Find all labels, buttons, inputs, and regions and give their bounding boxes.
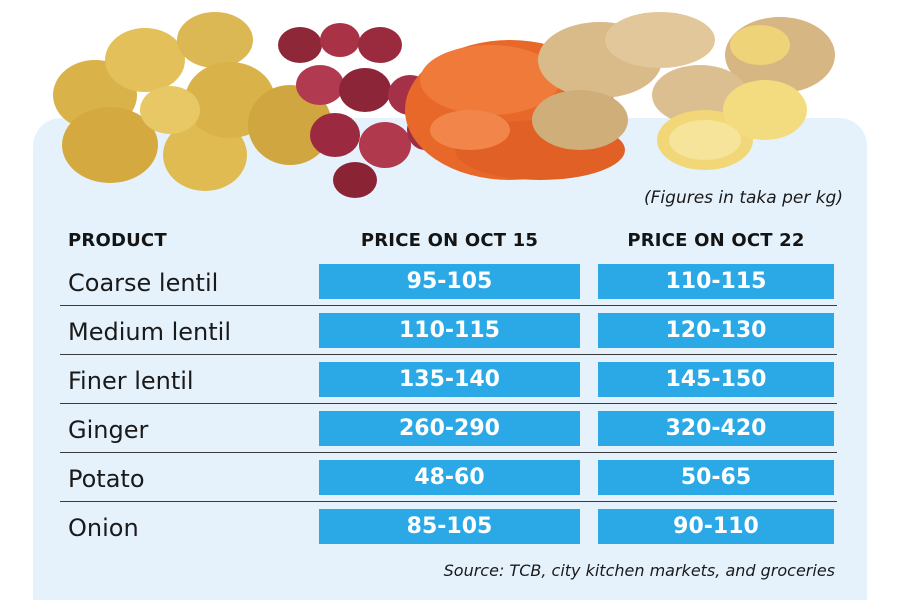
price-oct15-cell: 95-105 [319,264,580,299]
row-divider [60,501,837,502]
price-oct22-cell: 90-110 [598,509,834,544]
price-oct15-cell: 260-290 [319,411,580,446]
product-name: Finer lentil [68,367,194,395]
price-oct15-cell: 135-140 [319,362,580,397]
table-row: Finer lentil 135-140 145-150 [60,360,837,409]
units-note: (Figures in taka per kg) [644,188,843,208]
row-divider [60,354,837,355]
price-oct22-cell: 120-130 [598,313,834,348]
ginger-image [532,12,835,170]
price-oct22-cell: 145-150 [598,362,834,397]
row-divider [60,305,837,306]
row-divider [60,403,837,404]
price-oct15-cell: 110-115 [319,313,580,348]
produce-illustration [53,12,835,198]
price-oct22-cell: 110-115 [598,264,834,299]
source-note: Source: TCB, city kitchen markets, and g… [443,561,835,580]
product-name: Potato [68,465,145,493]
price-oct15-cell: 85-105 [319,509,580,544]
product-name: Onion [68,514,139,542]
row-divider [60,452,837,453]
product-name: Medium lentil [68,318,231,346]
product-name: Coarse lentil [68,269,219,297]
header-product: PRODUCT [68,230,167,251]
header-price-oct15: PRICE ON OCT 15 [360,230,539,251]
table-row: Ginger 260-290 320-420 [60,409,837,458]
price-oct15-cell: 48-60 [319,460,580,495]
table-row: Medium lentil 110-115 120-130 [60,311,837,360]
price-oct22-cell: 50-65 [598,460,834,495]
price-oct22-cell: 320-420 [598,411,834,446]
table-row: Coarse lentil 95-105 110-115 [60,262,837,311]
header-price-oct22: PRICE ON OCT 22 [627,230,805,251]
potato-image [53,12,332,191]
table-row: Potato 48-60 50-65 [60,458,837,507]
table-row: Onion 85-105 90-110 [60,507,837,556]
product-name: Ginger [68,416,149,444]
